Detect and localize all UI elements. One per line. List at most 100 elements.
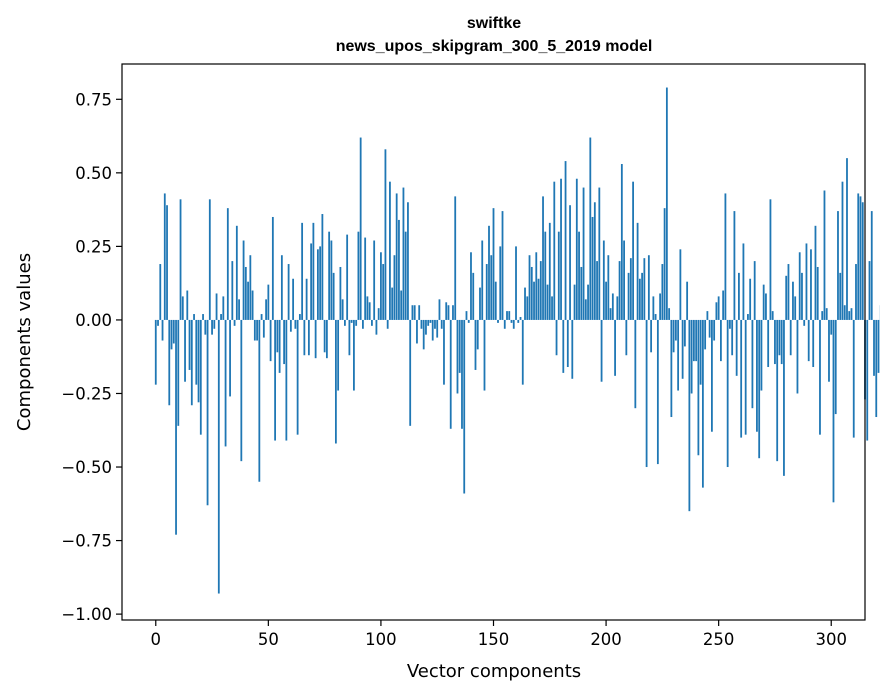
bar-33	[229, 319, 231, 397]
bar-318	[870, 211, 873, 320]
bar-128	[443, 319, 445, 385]
bar-123	[431, 319, 434, 341]
bar-220	[650, 319, 653, 353]
bar-65	[301, 222, 304, 320]
bar-126	[438, 299, 441, 320]
bar-119	[422, 319, 425, 350]
bar-302	[834, 319, 837, 415]
bar-82	[339, 266, 342, 320]
bar-234	[681, 319, 684, 379]
bar-22	[204, 319, 207, 335]
bar-46	[258, 319, 261, 482]
bar-43	[251, 290, 254, 320]
bar-29	[220, 314, 222, 320]
bar-64	[298, 314, 301, 320]
bar-45	[256, 319, 258, 341]
bar-83	[341, 299, 344, 320]
bar-7	[170, 319, 173, 350]
bar-53	[274, 319, 276, 441]
bar-77	[328, 231, 331, 320]
bar-40	[244, 266, 247, 320]
bar-254	[726, 319, 729, 468]
bar-166	[528, 255, 531, 320]
bar-192	[587, 284, 589, 320]
bar-199	[602, 240, 605, 320]
bar-142	[474, 319, 477, 370]
bar-217	[643, 258, 646, 320]
bar-9	[175, 319, 177, 535]
bar-69	[310, 243, 313, 320]
bar-10	[177, 319, 180, 426]
bar-19	[197, 319, 200, 403]
bar-202	[609, 308, 612, 320]
bar-71	[314, 319, 317, 359]
bar-176	[551, 296, 553, 320]
bar-181	[562, 319, 565, 373]
bar-276	[776, 319, 779, 462]
bar-320	[875, 319, 878, 418]
bar-41	[247, 281, 249, 320]
bar-88	[353, 319, 355, 391]
bar-173	[544, 231, 547, 320]
bar-8	[172, 319, 175, 344]
bar-37	[238, 299, 240, 320]
bar-89	[355, 319, 358, 326]
bar-204	[614, 319, 616, 376]
bar-171	[539, 261, 542, 320]
bar-188	[578, 231, 580, 320]
bar-236	[686, 281, 689, 320]
bar-158	[510, 319, 513, 323]
bar-16	[190, 319, 193, 406]
bar-48	[262, 319, 265, 338]
bar-68	[307, 319, 310, 356]
bar-209	[625, 319, 628, 356]
bar-154	[501, 211, 504, 320]
bar-243	[701, 319, 704, 488]
y-tick-label-1: −0.75	[61, 532, 112, 551]
bar-36	[235, 225, 238, 320]
bar-26	[213, 319, 216, 329]
bar-133	[454, 196, 457, 320]
bar-49	[265, 299, 267, 320]
bar-147	[485, 264, 488, 320]
bar-299	[828, 319, 830, 382]
bar-290	[807, 319, 810, 362]
bar-239	[692, 319, 695, 362]
x-tick-label-100: 100	[365, 630, 397, 649]
bar-286	[798, 252, 801, 320]
bar-99	[377, 308, 380, 320]
bar-24	[208, 199, 211, 320]
bar-87	[350, 319, 353, 323]
bar-146	[483, 319, 486, 391]
bar-125	[436, 319, 439, 338]
bar-218	[645, 319, 648, 468]
bar-268	[758, 319, 761, 459]
bar-105	[391, 287, 394, 320]
bar-280	[785, 275, 788, 320]
bar-165	[526, 296, 529, 320]
bar-230	[672, 319, 675, 353]
bar-27	[215, 293, 218, 320]
bar-103	[386, 319, 389, 329]
bar-311	[855, 264, 857, 320]
bar-153	[499, 246, 502, 320]
bar-245	[706, 311, 709, 320]
bar-106	[393, 255, 396, 320]
bar-129	[445, 302, 448, 320]
bar-212	[632, 181, 634, 320]
bar-130	[447, 305, 450, 320]
bar-190	[582, 187, 585, 320]
bar-283	[792, 281, 794, 320]
bar-291	[810, 249, 812, 320]
bar-81	[337, 319, 340, 391]
bar-168	[533, 281, 535, 320]
bar-75	[323, 319, 326, 353]
bar-160	[515, 246, 517, 320]
bar-203	[611, 293, 614, 320]
bar-303	[837, 211, 839, 320]
bar-157	[508, 311, 511, 320]
bar-205	[616, 296, 619, 320]
bar-104	[389, 181, 391, 320]
bar-163	[521, 319, 524, 385]
bar-298	[825, 308, 828, 320]
